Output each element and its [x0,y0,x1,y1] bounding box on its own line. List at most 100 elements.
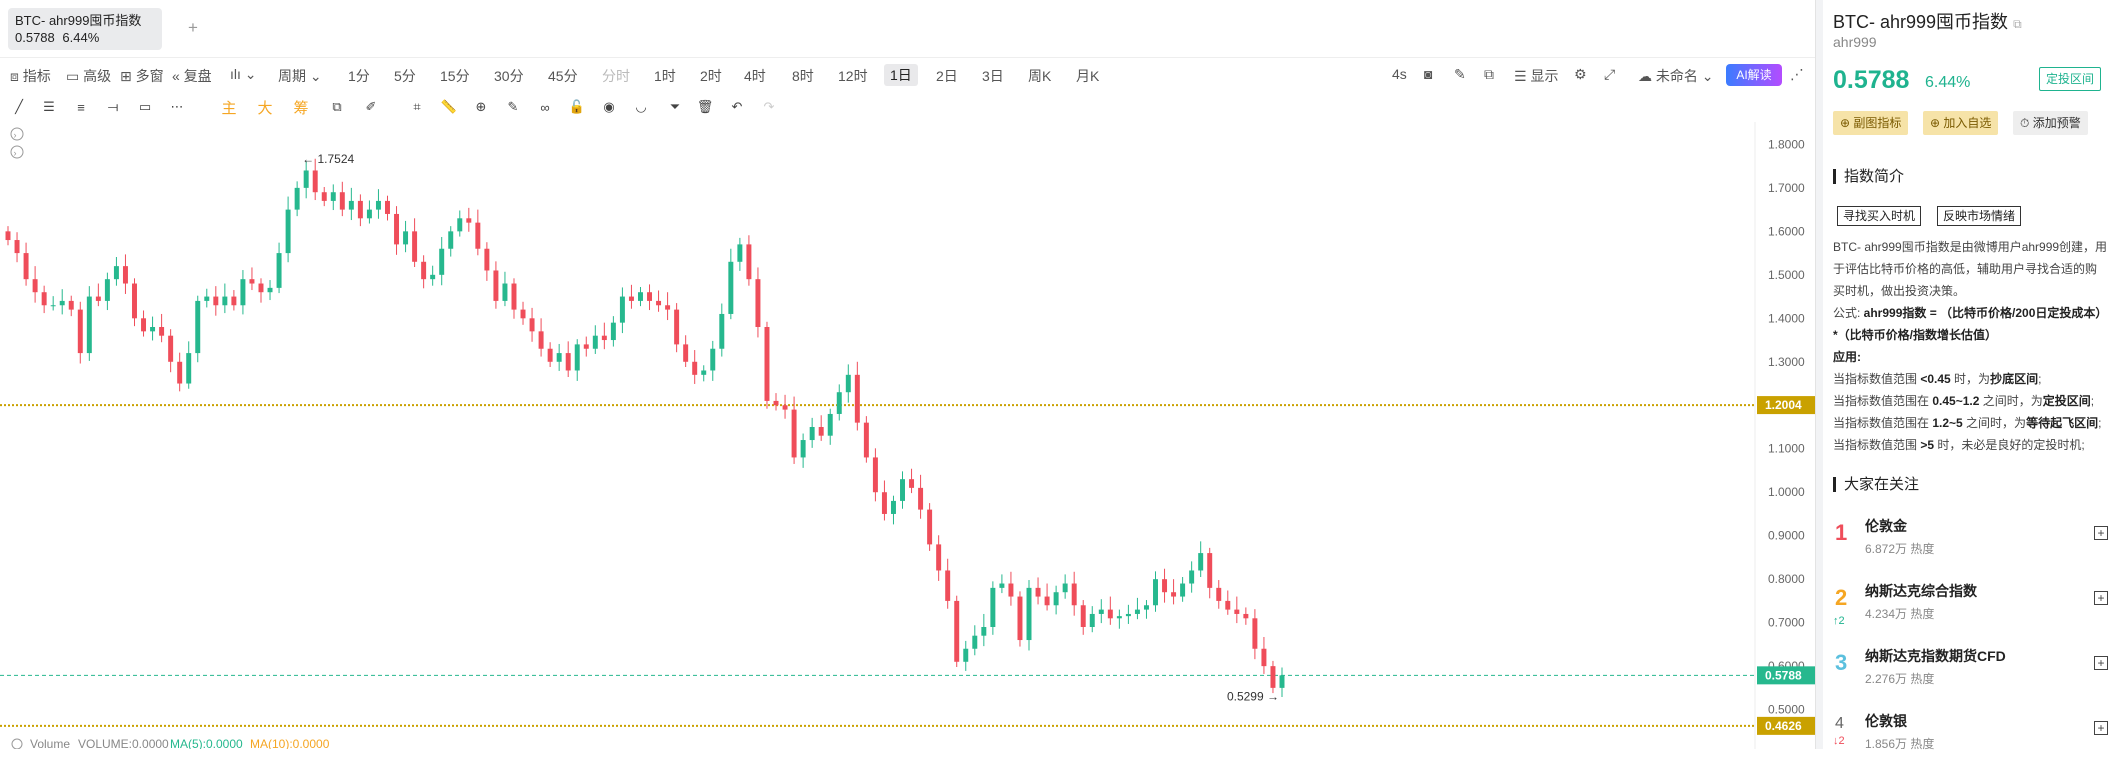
candle-body [683,344,689,362]
undo-icon[interactable]: ↶ [731,99,743,114]
hot-item[interactable]: 4 ↓2 伦敦银 1.856万 热度 + [1833,705,2108,765]
candle-body [249,279,255,284]
multi-window-button[interactable]: ⊞ 多窗 [120,68,164,84]
add-watch-plus-icon[interactable]: + [2094,591,2108,605]
period-1m[interactable]: 1分 [348,68,370,84]
period-45m[interactable]: 45分 [548,68,578,84]
hot-item[interactable]: 3 纳斯达克指数期货CFD 2.276万 热度 + [1833,640,2108,700]
refresh-interval[interactable]: 4s [1392,66,1407,82]
tab-btc-ahr999[interactable]: BTC- ahr999囤币指数 0.5788 6.44% [8,8,162,50]
plus-circle-icon: ⊕ [1840,116,1851,130]
crop-icon[interactable]: ⌗ [413,99,421,114]
magnet-icon[interactable]: ◡ [635,99,647,114]
sub-chart-indicator-button[interactable]: ⊕ 副图指标 [1833,111,1909,135]
y-tick-label: 1.1000 [1768,442,1805,456]
candlestick-chart[interactable]: › › 1.8000 1.7000 1.6000 1.5000 1.4000 1.3000… [0,122,1815,751]
candle-body [592,335,598,349]
draw-pen-icon[interactable]: ✎ [507,99,519,114]
candle-body [1125,613,1131,617]
period-8h[interactable]: 8时 [792,68,814,84]
grid-icon: ⊞ [120,68,132,84]
ai-interpret-button[interactable]: AI解读 [1726,64,1782,86]
candle-body [1080,605,1086,627]
chips-toggle[interactable]: 筹 [293,99,309,117]
candle-body [1171,592,1177,597]
panel-title: BTC- ahr999囤币指数 ⧉ [1833,12,2022,32]
ruler-icon[interactable]: 📏 [440,99,458,114]
ray-tool-icon[interactable]: ⟞ [107,99,119,114]
period-30m[interactable]: 30分 [494,68,524,84]
main-chart-toggle[interactable]: 主 [221,99,237,117]
compare-icon[interactable]: ⧉ [332,99,342,114]
hlines-tool-icon[interactable]: ☰ [43,99,55,114]
candle-body [403,231,409,245]
period-1h[interactable]: 1时 [654,68,676,84]
add-watch-plus-icon[interactable]: + [2094,721,2108,735]
trash-icon[interactable]: 🗑 [696,99,714,114]
large-order-toggle[interactable]: 大 [257,99,273,117]
hot-heat: 2.276万 热度 [1865,672,1935,686]
zoom-icon[interactable]: ⊕ [475,99,487,114]
y-tick-label: 1.7000 [1768,181,1805,195]
tag-market-sentiment[interactable]: 反映市场情绪 [1937,206,2022,226]
hot-item[interactable]: 2 ↑2 纳斯达克综合指数 4.234万 热度 + [1833,575,2108,635]
tag-buy-timing[interactable]: 寻找买入时机 [1837,206,1922,226]
candle-body [213,296,219,306]
period-15m[interactable]: 15分 [440,68,470,84]
period-1d[interactable]: 1日 [884,64,918,86]
panel-collapse-handle[interactable] [1815,0,1823,749]
add-watchlist-button[interactable]: ⊕ 加入自选 [1923,111,1999,135]
fullscreen-icon[interactable]: ⤢ [1604,66,1616,82]
camera-icon[interactable]: ◙ [1424,66,1433,82]
period-12h[interactable]: 12时 [838,68,868,84]
channel-tool-icon[interactable]: ≡ [77,99,85,115]
period-timeshare[interactable]: 分时 [602,68,630,84]
y-tick-label: 1.6000 [1768,224,1805,238]
filter-icon[interactable]: ⏷ [669,99,681,114]
advanced-button[interactable]: ▭ 高级 [66,68,112,84]
copy-icon[interactable]: ⧉ [1484,66,1494,82]
line-tool-icon[interactable]: ╱ [15,99,23,114]
period-week[interactable]: 周K [1028,68,1052,84]
candle-body [493,270,499,301]
redo-icon[interactable]: ↷ [763,99,775,114]
candle-body [430,274,436,280]
rectangle-tool-icon[interactable]: ▭ [138,99,152,114]
add-watch-plus-icon[interactable]: + [2094,656,2108,670]
period-2h[interactable]: 2时 [700,68,722,84]
add-alert-button[interactable]: ⏱ 添加预警 [2013,111,2088,135]
copy-icon[interactable]: ⧉ [2013,17,2022,31]
layout-dropdown[interactable]: ☁ 未命名 ⌄ [1638,68,1714,84]
share-icon[interactable]: ⋰ [1790,66,1804,82]
candle-body [1089,613,1095,627]
zone-badge[interactable]: 定投区间 [2039,67,2101,91]
replay-button[interactable]: « 复盘 [172,68,212,84]
settings-icon[interactable]: ⚙ [1574,66,1587,82]
link-icon[interactable]: ∞ [540,99,550,115]
chart-svg[interactable]: › › 1.8000 1.7000 1.6000 1.5000 1.4000 1.3000… [0,122,1815,751]
candle-body [827,413,833,436]
period-dropdown[interactable]: 周期 ⌄ [278,68,322,84]
candle-body [1035,587,1041,597]
candle-body [782,405,788,410]
add-tab-button[interactable]: + [188,18,198,37]
period-month[interactable]: 月K [1076,68,1100,84]
lock-icon[interactable]: 🔓 [568,99,586,114]
brush-icon[interactable]: ✐ [365,99,377,114]
collapse-icons[interactable]: › › [10,127,24,159]
candle-body [159,327,165,336]
period-4h[interactable]: 4时 [744,68,766,84]
pen-icon[interactable]: ✎ [1454,66,1466,82]
eye-icon[interactable]: ◉ [603,99,615,114]
period-3d[interactable]: 3日 [982,68,1004,84]
hot-item[interactable]: 1 伦敦金 6.872万 热度 + [1833,510,2108,570]
more-tools-icon[interactable]: ⋯ [170,99,184,114]
period-2d[interactable]: 2日 [936,68,958,84]
indicator-button[interactable]: ⧈ 指标 [10,68,51,84]
period-5m[interactable]: 5分 [394,68,416,84]
display-button[interactable]: ☰ 显示 [1514,68,1559,84]
add-watch-plus-icon[interactable]: + [2094,526,2108,540]
candle-body [520,309,526,319]
candle-type-button[interactable]: ılı ⌄ [230,66,257,83]
candle-body [927,509,933,545]
